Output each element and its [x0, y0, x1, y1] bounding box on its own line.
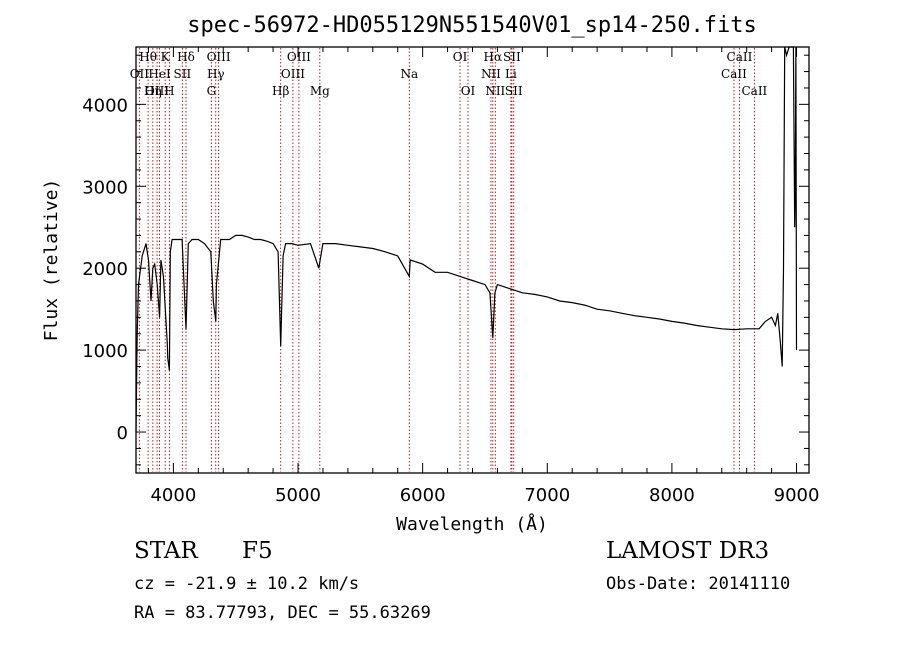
- spectrum-line: [135, 46, 798, 433]
- line-label-27: CaII: [741, 84, 767, 98]
- y-tick-label-1: 1000: [82, 341, 128, 362]
- line-label-20: NII: [481, 67, 501, 81]
- x-tick-label-4: 8000: [649, 485, 695, 506]
- line-label-18: OI: [461, 84, 476, 98]
- line-label-14: OIII: [281, 67, 305, 81]
- line-label-16: Na: [400, 67, 418, 81]
- line-label-13: OIII: [287, 50, 311, 64]
- line-label-21: NII: [485, 84, 505, 98]
- line-label-17: OI: [453, 50, 468, 64]
- line-label-8: Hδ: [177, 50, 195, 64]
- line-label-19: Hα: [484, 50, 503, 64]
- line-label-15: Mg: [310, 84, 330, 98]
- x-tick-label-2: 6000: [400, 485, 446, 506]
- line-label-11: G: [207, 84, 217, 98]
- y-axis-ticks: 0 1000 2000 3000 4000: [82, 54, 809, 466]
- survey-name: LAMOST DR3: [606, 538, 770, 564]
- x-axis-label: Wavelength (Å): [396, 513, 548, 535]
- line-label-1: OII: [130, 67, 150, 81]
- plot-frame: [135, 46, 810, 474]
- observation-date: Obs-Date: 20141110: [606, 574, 791, 594]
- x-tick-label-0: 4000: [150, 485, 196, 506]
- ra-dec-coordinates: RA = 83.77793, DEC = 55.63269: [134, 603, 431, 623]
- emission-line-markers: [138, 48, 755, 472]
- x-tick-label-5: 9000: [774, 485, 820, 506]
- line-label-12: Hβ: [272, 84, 289, 98]
- x-axis-ticks: 4000 5000 6000 7000 8000 9000: [147, 47, 820, 506]
- line-label-3: K: [161, 50, 171, 64]
- y-tick-label-4: 4000: [82, 95, 128, 116]
- line-label-24: SII: [505, 84, 523, 98]
- y-axis-label: Flux (relative): [41, 179, 62, 342]
- line-label-7: H: [164, 84, 174, 98]
- line-label-23: Li: [505, 67, 517, 81]
- line-label-5: Hη: [144, 84, 162, 98]
- line-label-0: Hθ: [139, 50, 157, 64]
- x-tick-label-1: 5000: [275, 485, 321, 506]
- line-label-26: CaII: [721, 67, 747, 81]
- y-tick-label-3: 3000: [82, 177, 128, 198]
- line-label-4: HeI: [148, 67, 171, 81]
- line-label-9: OIII: [207, 50, 231, 64]
- line-label-2: OIII: [145, 84, 169, 98]
- object-subclass: F5: [242, 538, 273, 564]
- line-label-25: CaII: [727, 50, 753, 64]
- object-type: STAR: [134, 538, 198, 564]
- line-label-22: SII: [503, 50, 521, 64]
- line-label-6: SII: [174, 67, 192, 81]
- y-tick-label-2: 2000: [82, 259, 128, 280]
- redshift-cz: cz = -21.9 ± 10.2 km/s: [134, 574, 360, 594]
- x-tick-label-3: 7000: [524, 485, 570, 506]
- y-tick-label-0: 0: [117, 423, 128, 444]
- line-label-10: Hγ: [207, 67, 225, 81]
- chart-title: spec-56972-HD055129N551540V01_sp14-250.f…: [187, 13, 757, 38]
